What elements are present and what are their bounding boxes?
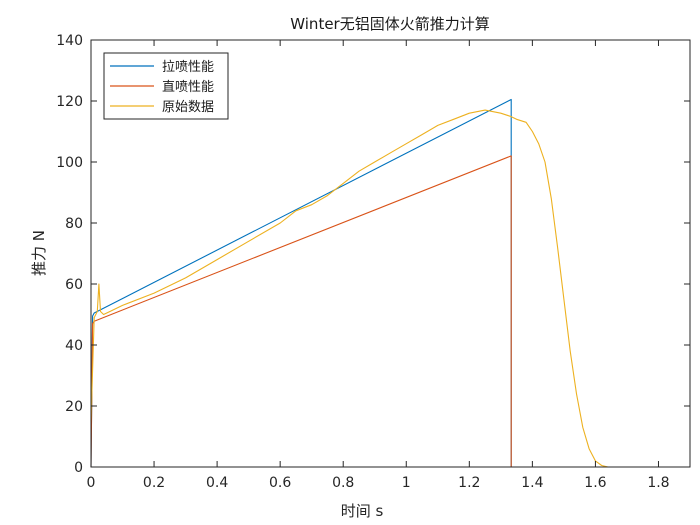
x-tick-label: 1.4	[521, 475, 543, 491]
y-tick-label: 100	[56, 155, 83, 171]
x-tick-label: 0.4	[206, 475, 228, 491]
x-tick-label: 1.2	[458, 475, 480, 491]
legend-label-1: 拉喷性能	[162, 60, 214, 75]
chart-title: Winter无铝固体火箭推力计算	[290, 15, 489, 33]
x-tick-label: 1	[402, 475, 411, 491]
y-tick-label: 20	[65, 399, 83, 415]
axes-box	[90, 39, 691, 468]
y-axis-title: 推力 N	[30, 230, 48, 276]
x-tick-label: 0.6	[269, 475, 291, 491]
legend-label-2: 直喷性能	[162, 80, 214, 95]
y-tick-label: 60	[65, 277, 83, 293]
x-axis-title: 时间 s	[341, 502, 384, 520]
y-tick-label: 80	[65, 216, 83, 232]
x-tick-label: 0	[87, 475, 96, 491]
series-line-3	[90, 109, 609, 468]
x-tick-label: 1.8	[647, 475, 669, 491]
y-tick-label: 120	[56, 94, 83, 110]
x-tick-label: 1.6	[584, 475, 606, 491]
y-tick-label: 0	[74, 460, 83, 476]
legend-label-3: 原始数据	[162, 100, 214, 115]
y-tick-label: 40	[65, 338, 83, 354]
axes-layer: 0 0.2 0.4 0.6 0.8 1 1.2 1.4 1.6 1.8 0 20 40 60 80 100 12…	[56, 33, 691, 491]
x-tick-label: 0.8	[332, 475, 354, 491]
y-tick-label: 140	[56, 33, 83, 49]
x-tick-label: 0.2	[143, 475, 165, 491]
